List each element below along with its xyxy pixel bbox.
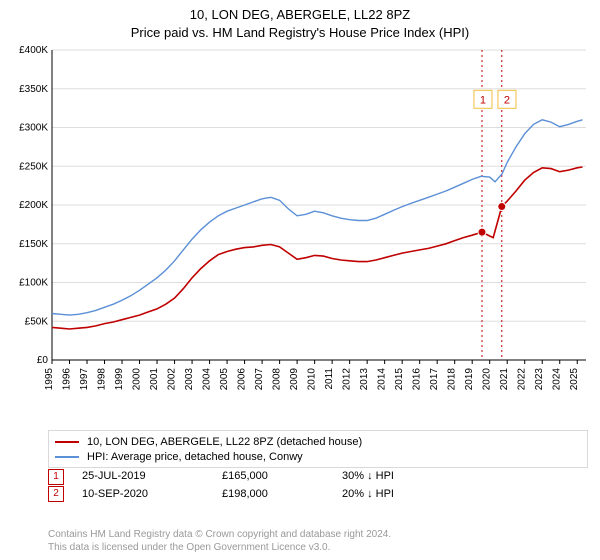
transaction-delta: 30% ↓ HPI	[342, 468, 588, 486]
series-hpi	[52, 120, 583, 315]
svg-text:1999: 1999	[114, 368, 125, 391]
legend: 10, LON DEG, ABERGELE, LL22 8PZ (detache…	[48, 430, 588, 468]
svg-text:2006: 2006	[237, 368, 248, 391]
chart-area: £0 £50K £100K £150K £200K £250K £300K £350K £400…	[10, 44, 590, 426]
svg-text:2007: 2007	[254, 368, 265, 391]
copyright: Contains HM Land Registry data © Crown c…	[48, 528, 588, 554]
transaction-date: 25-JUL-2019	[82, 468, 222, 486]
transaction-price: £198,000	[222, 486, 342, 504]
svg-text:2005: 2005	[219, 368, 230, 391]
copyright-line1: Contains HM Land Registry data © Crown c…	[48, 528, 588, 541]
chart-title: 10, LON DEG, ABERGELE, LL22 8PZ	[0, 6, 600, 24]
svg-text:£350K: £350K	[19, 84, 48, 95]
svg-text:£400K: £400K	[19, 45, 48, 56]
svg-text:2004: 2004	[202, 368, 213, 391]
series-price-paid	[52, 167, 583, 329]
transaction-marker: 2	[48, 486, 64, 502]
legend-label: 10, LON DEG, ABERGELE, LL22 8PZ (detache…	[87, 435, 362, 450]
svg-text:2017: 2017	[429, 368, 440, 391]
svg-text:2: 2	[504, 94, 510, 106]
legend-label: HPI: Average price, detached house, Conw…	[87, 450, 303, 465]
legend-item: 10, LON DEG, ABERGELE, LL22 8PZ (detache…	[55, 435, 581, 450]
svg-text:2024: 2024	[552, 368, 563, 391]
svg-text:£300K: £300K	[19, 123, 48, 134]
svg-text:2000: 2000	[132, 368, 143, 391]
transaction-delta: 20% ↓ HPI	[342, 486, 588, 504]
svg-text:£100K: £100K	[19, 278, 48, 289]
chart-subtitle: Price paid vs. HM Land Registry's House …	[0, 24, 600, 42]
legend-swatch	[55, 441, 79, 443]
svg-text:2002: 2002	[167, 368, 178, 391]
svg-text:2013: 2013	[359, 368, 370, 391]
svg-text:2012: 2012	[342, 368, 353, 391]
transaction-date: 10-SEP-2020	[82, 486, 222, 504]
svg-text:2003: 2003	[184, 368, 195, 391]
svg-text:£0: £0	[37, 355, 49, 366]
legend-item: HPI: Average price, detached house, Conw…	[55, 450, 581, 465]
svg-text:2014: 2014	[377, 368, 388, 391]
svg-text:1996: 1996	[62, 368, 73, 391]
transaction-marker: 1	[48, 469, 64, 485]
chart-header: 10, LON DEG, ABERGELE, LL22 8PZ Price pa…	[0, 0, 600, 41]
transaction-row: 2 10-SEP-2020£198,00020% ↓ HPI	[48, 486, 588, 504]
svg-text:2010: 2010	[307, 368, 318, 391]
svg-text:2019: 2019	[464, 368, 475, 391]
svg-text:2009: 2009	[289, 368, 300, 391]
svg-text:2015: 2015	[394, 368, 405, 391]
svg-text:2022: 2022	[517, 368, 528, 391]
svg-text:1: 1	[480, 94, 486, 106]
svg-text:1995: 1995	[44, 368, 55, 391]
svg-text:2020: 2020	[482, 368, 493, 391]
svg-text:2001: 2001	[149, 368, 160, 391]
svg-text:2023: 2023	[534, 368, 545, 391]
svg-text:2008: 2008	[272, 368, 283, 391]
svg-text:2018: 2018	[447, 368, 458, 391]
svg-text:2021: 2021	[499, 368, 510, 391]
copyright-line2: This data is licensed under the Open Gov…	[48, 541, 588, 554]
transaction-price: £165,000	[222, 468, 342, 486]
svg-text:2016: 2016	[412, 368, 423, 391]
svg-text:1998: 1998	[97, 368, 108, 391]
svg-text:1997: 1997	[79, 368, 90, 391]
transaction-row: 1 25-JUL-2019£165,00030% ↓ HPI	[48, 468, 588, 486]
svg-text:£150K: £150K	[19, 239, 48, 250]
svg-text:£250K: £250K	[19, 161, 48, 172]
svg-text:2025: 2025	[569, 368, 580, 391]
svg-text:£200K: £200K	[19, 200, 48, 211]
legend-swatch	[55, 456, 79, 458]
svg-text:£50K: £50K	[25, 316, 49, 327]
svg-text:2011: 2011	[324, 368, 335, 390]
transactions-list: 1 25-JUL-2019£165,00030% ↓ HPI 2 10-SEP-202…	[48, 468, 588, 503]
